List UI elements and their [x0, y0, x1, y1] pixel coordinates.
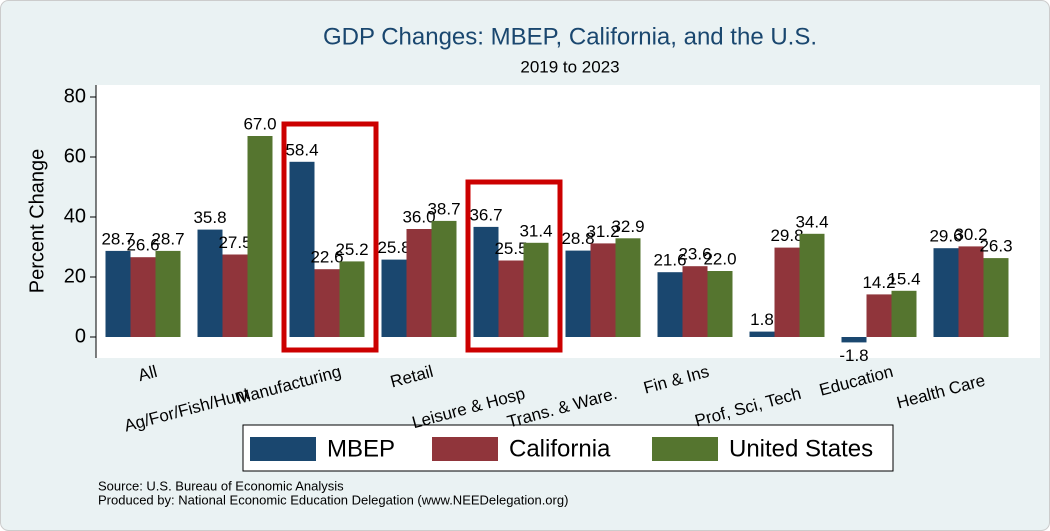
value-label: 31.2 [586, 222, 619, 241]
value-label: 27.5 [218, 233, 251, 252]
chart-title: GDP Changes: MBEP, California, and the U… [323, 23, 817, 50]
bar [247, 136, 273, 337]
value-label: 23.6 [678, 245, 711, 264]
value-label: 22.6 [310, 248, 343, 267]
legend-swatch [652, 437, 718, 461]
bar [983, 258, 1009, 337]
bar [707, 271, 733, 337]
bar [105, 250, 131, 337]
bar [155, 250, 181, 337]
value-label: 36.7 [469, 205, 502, 224]
bar [590, 243, 616, 337]
value-label: 26.6 [126, 236, 159, 255]
value-label: 1.8 [750, 310, 774, 329]
value-label: 30.2 [954, 225, 987, 244]
bar [222, 254, 248, 337]
bar [314, 269, 340, 337]
legend-swatch [432, 437, 498, 461]
value-label: -1.8 [839, 346, 868, 365]
y-tick-label: 60 [64, 145, 86, 167]
value-label: 58.4 [285, 140, 318, 159]
highlight-box [465, 179, 563, 353]
value-label: 29.6 [929, 227, 962, 246]
bar [565, 250, 591, 337]
legend-label: California [509, 435, 611, 462]
bar [841, 337, 867, 343]
value-label: 38.7 [427, 199, 460, 218]
bar [523, 242, 549, 337]
value-label: 32.9 [611, 217, 644, 236]
value-label: 25.2 [335, 240, 368, 259]
y-axis-label: Percent Change [26, 149, 48, 294]
y-tick-label: 40 [64, 205, 86, 227]
bar [866, 294, 892, 337]
value-label: 14.2 [862, 273, 895, 292]
value-label: 34.4 [795, 212, 828, 231]
value-label: 31.4 [519, 221, 552, 240]
note: Produced by: National Economic Education… [98, 492, 568, 507]
value-label: 28.8 [561, 229, 594, 248]
bar [406, 229, 432, 337]
x-tick-label: All [136, 362, 159, 385]
y-tick-label: 0 [75, 325, 86, 347]
value-label: 21.6 [653, 251, 686, 270]
bar [431, 220, 457, 337]
value-label: 36.0 [402, 207, 435, 226]
bar [130, 257, 156, 337]
legend-label: MBEP [327, 435, 395, 462]
bar [774, 247, 800, 337]
bar [682, 266, 708, 337]
value-label: 22.0 [703, 249, 736, 268]
value-label: 28.7 [151, 229, 184, 248]
y-tick-label: 80 [64, 85, 86, 107]
bar [657, 272, 683, 337]
value-label: 28.7 [101, 229, 134, 248]
value-label: 15.4 [887, 269, 920, 288]
chart-subtitle: 2019 to 2023 [520, 57, 619, 76]
value-label: 67.0 [243, 114, 276, 133]
y-tick-label: 20 [64, 265, 86, 287]
bar [891, 290, 917, 337]
value-label: 25.5 [494, 239, 527, 258]
bar [498, 260, 524, 337]
bar [339, 261, 365, 337]
legend-swatch [250, 437, 316, 461]
bar [958, 246, 984, 337]
value-label: 26.3 [979, 237, 1012, 256]
bar [615, 238, 641, 337]
bar [473, 226, 499, 337]
bar [799, 233, 825, 337]
legend-label: United States [729, 435, 873, 462]
bar [289, 161, 315, 337]
highlight-box [281, 121, 379, 353]
bar [197, 229, 223, 337]
value-label: 35.8 [193, 208, 226, 227]
bar [381, 259, 407, 337]
note: Source: U.S. Bureau of Economic Analysis [98, 478, 344, 493]
value-label: 25.8 [377, 238, 410, 257]
bar [749, 331, 775, 337]
bar [933, 248, 959, 337]
value-label: 29.8 [770, 226, 803, 245]
legend-box [242, 424, 894, 472]
